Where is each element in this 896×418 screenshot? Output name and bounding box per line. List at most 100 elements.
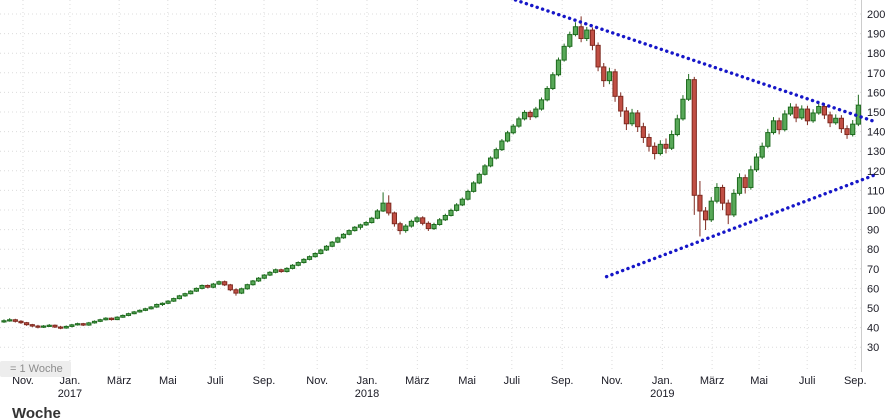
candle-up (680, 98, 686, 120)
candle-down (589, 29, 596, 46)
x-tick-label: Mai (159, 375, 177, 387)
y-tick-label: 190 (867, 29, 885, 41)
candle-up (97, 319, 103, 322)
candle-down (420, 217, 426, 224)
candle-down (391, 212, 398, 225)
candle-down (691, 79, 697, 196)
timeframe-legend: = 1 Woche (0, 361, 71, 377)
candle-up (74, 323, 81, 326)
candle-down (24, 322, 30, 326)
candle-down (827, 114, 833, 124)
candle-up (216, 281, 222, 285)
y-tick-label: 120 (867, 166, 885, 178)
candle-up (340, 233, 347, 239)
candle-up (448, 209, 454, 216)
candle-up (114, 316, 120, 321)
candle-up (816, 106, 822, 114)
candle-up (176, 295, 182, 300)
candle-up (459, 198, 465, 206)
candle-up (510, 125, 516, 134)
y-tick-label: 130 (867, 146, 885, 158)
x-tick-label: Nov. (306, 375, 328, 387)
y-axis-labels: 200 190 180 170 160 150 140 130 120 110 100 90 80 70 6… (867, 9, 885, 354)
y-tick-label: 80 (867, 244, 879, 256)
candle-up (442, 214, 448, 221)
candle-up (120, 314, 126, 318)
candle-down (18, 320, 24, 324)
candle-up (199, 284, 205, 289)
y-tick-label: 40 (867, 323, 879, 335)
x-tick-label: März (700, 375, 724, 387)
y-tick-label: 140 (867, 127, 885, 139)
candle-down (640, 126, 646, 138)
ascending-support-trendline[interactable] (604, 173, 878, 279)
candle-up (533, 108, 539, 118)
candle-up (69, 324, 75, 327)
trendlines-layer (505, 0, 878, 279)
candle-up (41, 325, 47, 328)
x-tick-label: Nov. (601, 375, 623, 387)
candle-up (267, 271, 273, 276)
candle-down (635, 112, 641, 128)
candle-down (35, 325, 41, 328)
x-tick-label: Juli (504, 375, 521, 387)
candle-up (657, 143, 663, 155)
x-tick-year-label: 2017 (58, 388, 82, 400)
candle-down (623, 110, 629, 125)
candle-up (487, 157, 494, 167)
candle-down (397, 223, 403, 232)
candle-up (329, 241, 335, 247)
candle-up (374, 210, 381, 219)
candle-up (787, 106, 794, 115)
candle-up (63, 325, 69, 329)
candle-up (188, 290, 194, 295)
candle-up (301, 258, 307, 264)
candle-up (708, 200, 714, 221)
candle-up (437, 219, 443, 226)
candle-up (629, 112, 635, 125)
y-tick-label: 180 (867, 48, 885, 60)
candle-down (618, 95, 624, 112)
candle-up (414, 217, 420, 222)
y-tick-label: 90 (867, 225, 879, 237)
candle-up (284, 267, 290, 273)
candle-up (759, 145, 765, 158)
candle-up (833, 117, 839, 124)
candle-down (646, 136, 652, 147)
x-tick-label: Mai (750, 375, 768, 387)
candle-down (29, 324, 35, 327)
x-tick-label: Mai (458, 375, 476, 387)
candle-up (91, 320, 98, 324)
x-tick-label: März (405, 375, 429, 387)
candle-up (572, 26, 579, 36)
candle-up (482, 165, 488, 175)
candle-up (431, 224, 437, 230)
candle-down (844, 128, 850, 136)
candle-down (702, 210, 709, 221)
clipped-footer-label: Woche (12, 405, 61, 418)
y-tick-label: 160 (867, 87, 885, 99)
candle-up (606, 71, 613, 82)
candle-up (131, 311, 137, 315)
candle-up (493, 149, 499, 159)
candle-down (742, 177, 748, 188)
candle-up (476, 173, 482, 184)
candle-up (295, 262, 301, 266)
candle-up (171, 298, 177, 302)
candle-up (561, 45, 567, 61)
x-tick-year-label: 2018 (355, 388, 379, 400)
candle-up (770, 120, 777, 134)
candle-up (182, 293, 188, 297)
candle-up (408, 220, 414, 227)
candles-layer (1, 16, 861, 330)
candle-up (471, 182, 477, 192)
candle-down (725, 202, 731, 216)
descending-resistance-trendline[interactable] (505, 0, 878, 124)
candle-up (782, 113, 788, 131)
candle-down (776, 120, 782, 131)
x-tick-label: Jan. (652, 375, 673, 387)
candle-up (748, 169, 754, 188)
candle-down (12, 319, 18, 322)
